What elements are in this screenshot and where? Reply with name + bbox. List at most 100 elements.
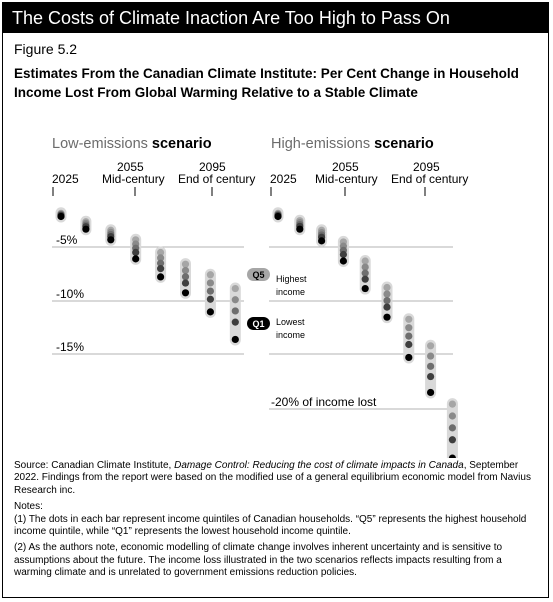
panel-low-emissions: Low-emissions scenario 2025 2055 Mid-cent… — [52, 136, 307, 355]
tick-label-low-10: -10% — [56, 287, 84, 301]
year-sub-midcentury-high: Mid-century — [315, 172, 378, 186]
dot-q1-high-7 — [405, 353, 413, 362]
legend-q5-line1: Highest — [276, 274, 307, 284]
panel-title-high: High-emissions scenario — [271, 136, 434, 152]
dot-q3-low-5 — [157, 259, 165, 267]
panel-title-low-bold: scenario — [152, 136, 212, 152]
legend-q1-line2: income — [276, 330, 305, 340]
dot-q2-high-6 — [383, 303, 391, 311]
dot-q1-high-9 — [448, 454, 456, 458]
dot-q4-high-5 — [361, 263, 369, 271]
dot-q4-low-7 — [206, 279, 214, 287]
dot-q3-low-8 — [231, 307, 239, 315]
dot-q2-high-7 — [405, 340, 413, 349]
year-label-2055-high: 2055 — [332, 160, 359, 174]
dot-q2-high-5 — [361, 275, 369, 283]
source-notes: Source: Canadian Climate Institute, Dama… — [14, 460, 539, 580]
dot-q2-low-4 — [132, 248, 140, 256]
year-label-2025-high: 2025 — [270, 172, 297, 186]
dot-q3-high-8 — [427, 362, 435, 370]
dot-q2-low-8 — [231, 318, 239, 326]
dot-q1-high-2 — [296, 225, 304, 233]
dot-q2-low-5 — [157, 265, 165, 273]
dot-q2-low-6 — [181, 279, 190, 287]
dot-q3-high-5 — [361, 269, 369, 277]
source-text: Source: Canadian Climate Institute, Dama… — [14, 460, 539, 497]
dot-q1-low-2 — [82, 225, 90, 233]
chart: Low-emissions scenario 2025 2055 Mid-cent… — [52, 136, 468, 458]
dot-q1-high-6 — [383, 313, 391, 321]
dot-q3-low-7 — [206, 287, 214, 295]
dot-q5-low-8 — [231, 284, 239, 293]
dot-q5-low-7 — [206, 271, 214, 279]
tick-label-low-5: -5% — [56, 233, 78, 247]
dot-q5-low-6 — [181, 260, 190, 268]
dot-q3-high-9 — [448, 424, 456, 432]
dot-q1-low-3 — [107, 236, 115, 244]
dot-q5-high-5 — [361, 257, 369, 265]
dot-q2-high-4 — [339, 250, 347, 259]
dot-q4-high-8 — [427, 352, 435, 360]
year-label-2025-low: 2025 — [52, 172, 79, 186]
figure-title: Estimates From the Canadian Climate Inst… — [14, 66, 519, 100]
dot-q2-high-8 — [427, 372, 435, 381]
dot-q1-high-8 — [427, 388, 435, 397]
dot-q4-low-6 — [181, 266, 190, 275]
dot-q5-high-6 — [383, 283, 391, 292]
legend-q5-pill — [247, 268, 270, 281]
dot-q4-low-5 — [157, 254, 165, 262]
dot-columns-low — [55, 207, 241, 346]
tick-label-high-20: -20% of income lost — [271, 395, 377, 409]
year-label-2055-low: 2055 — [117, 160, 144, 174]
legend-q5-line2: income — [276, 287, 305, 297]
dot-q4-high-6 — [383, 290, 391, 298]
legend-q5-key: Q5 — [252, 270, 264, 280]
dot-q1-low-5 — [157, 273, 165, 281]
panel-high-emissions: High-emissions scenario 2025 2055 Mid-cen… — [269, 136, 468, 458]
dot-q2-low-7 — [206, 295, 214, 303]
dot-q1-high-5 — [361, 284, 369, 293]
dot-q4-low-8 — [231, 296, 239, 304]
source-suffix: , September 2022. Findings from the repo… — [14, 460, 531, 496]
panel-title-low-light: Low-emissions — [52, 136, 148, 152]
figure-frame — [2, 2, 549, 598]
notes-label: Notes: — [14, 501, 43, 513]
year-label-2095-high: 2095 — [413, 160, 440, 174]
dot-q3-low-6 — [181, 273, 190, 281]
dot-q1-low-6 — [181, 289, 190, 297]
dot-q5-high-9 — [448, 400, 456, 408]
panel-title-high-light: High-emissions — [271, 136, 370, 152]
figure-label: Figure 5.2 — [14, 41, 78, 57]
year-sub-midcentury-low: Mid-century — [102, 172, 165, 186]
dot-q1-low-1 — [57, 212, 65, 221]
note-2: (2) As the authors note, economic modell… — [14, 542, 503, 579]
dot-q1-high-4 — [339, 257, 347, 265]
dot-columns-high — [272, 207, 458, 458]
dot-q5-low-5 — [157, 248, 165, 257]
legend-q1-pill — [247, 317, 270, 330]
dot-q3-high-7 — [405, 332, 413, 340]
dot-q2-high-9 — [448, 436, 456, 444]
dot-q3-high-6 — [383, 296, 391, 305]
dot-q4-high-7 — [405, 324, 413, 332]
dot-q1-low-7 — [206, 308, 214, 316]
dot-q1-high-3 — [318, 237, 326, 245]
legend: Q5 Highest income Q1 Lowest income — [247, 268, 307, 340]
dot-q4-high-9 — [448, 412, 456, 420]
legend-q1-key: Q1 — [252, 319, 264, 329]
dot-q5-high-7 — [405, 315, 413, 323]
year-sub-endcentury-high: End of century — [391, 172, 468, 186]
tick-label-low-15: -15% — [56, 340, 84, 354]
source-report-title: Damage Control: Reducing the cost of cli… — [174, 460, 464, 471]
dot-q1-low-8 — [231, 335, 239, 344]
banner-title: The Costs of Climate Inaction Are Too Hi… — [3, 3, 548, 33]
panel-title-low: Low-emissions scenario — [52, 136, 212, 152]
dot-q1-high-1 — [274, 212, 282, 221]
dot-q5-high-8 — [427, 342, 435, 350]
year-sub-endcentury-low: End of century — [178, 172, 255, 186]
dot-q1-low-4 — [132, 255, 140, 263]
panel-title-high-bold: scenario — [374, 136, 434, 152]
note-1: (1) The dots in each bar represent incom… — [14, 513, 527, 538]
year-label-2095-low: 2095 — [199, 160, 226, 174]
legend-q1-line1: Lowest — [276, 317, 305, 327]
